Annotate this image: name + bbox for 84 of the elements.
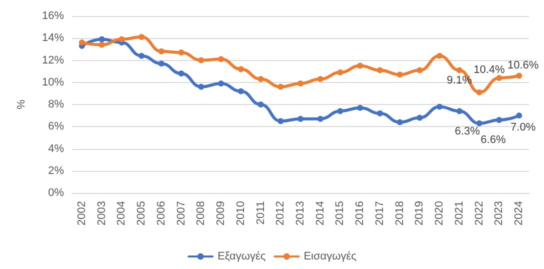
point <box>337 69 344 76</box>
point <box>138 52 145 59</box>
x-tick-label: 2003 <box>96 201 108 226</box>
point <box>238 66 244 72</box>
point <box>516 72 522 79</box>
point <box>317 76 324 82</box>
x-tick-label: 2005 <box>136 201 148 226</box>
y-tick-label: 6% <box>48 120 64 133</box>
point <box>178 50 184 56</box>
y-tick-label: 2% <box>48 164 64 177</box>
point <box>396 119 403 126</box>
point <box>357 62 364 69</box>
x-tick-label: 2016 <box>354 201 366 226</box>
x-tick-label: 2008 <box>195 201 208 226</box>
point <box>98 42 105 48</box>
point <box>376 110 383 116</box>
y-tick-label: 0% <box>48 187 64 199</box>
y-tick-label: 16% <box>42 10 64 22</box>
point <box>476 89 482 96</box>
point <box>218 56 224 62</box>
point <box>98 36 105 42</box>
y-tick-label: 10% <box>42 76 64 88</box>
x-tick-label: 2014 <box>314 201 326 226</box>
data-label: 6.3% <box>454 125 480 138</box>
x-tick-label: 2007 <box>175 201 188 226</box>
legend-label: Εισαγωγές <box>304 250 356 262</box>
point <box>516 112 522 119</box>
x-tick-label: 2010 <box>234 201 247 226</box>
point <box>496 74 502 81</box>
data-label: 6.6% <box>480 134 506 146</box>
y-tick-label: 8% <box>48 98 64 110</box>
point <box>376 67 383 74</box>
y-tick-label: 12% <box>42 54 64 66</box>
y-tick-label: 4% <box>48 142 64 155</box>
x-tick-label: 2017 <box>374 201 386 226</box>
point <box>258 76 264 82</box>
point <box>436 104 443 110</box>
x-tick-label: 2022 <box>473 201 486 226</box>
point <box>158 48 164 54</box>
point <box>456 67 462 74</box>
point <box>476 120 482 126</box>
data-label: 10.4% <box>474 64 506 76</box>
point <box>238 88 244 94</box>
point <box>78 40 85 46</box>
y-axis-title: % <box>16 99 28 110</box>
point <box>118 36 125 42</box>
point <box>317 116 324 122</box>
point <box>198 84 204 90</box>
point <box>456 108 462 114</box>
data-label: 7.0% <box>510 122 536 134</box>
point <box>396 72 403 78</box>
point <box>158 60 164 67</box>
point <box>178 70 184 77</box>
x-tick-label: 2018 <box>394 201 406 226</box>
x-tick-label: 2002 <box>76 201 88 226</box>
point <box>138 34 145 40</box>
point <box>298 116 304 122</box>
point <box>357 104 364 111</box>
x-tick-label: 2023 <box>493 201 506 226</box>
legend-label: Εξαγωγές <box>218 250 266 262</box>
point <box>496 116 502 123</box>
data-label: 10.6% <box>507 60 539 72</box>
point <box>416 67 423 74</box>
point <box>198 57 204 64</box>
x-tick-label: 2024 <box>513 201 526 226</box>
point <box>298 80 304 86</box>
point <box>278 84 284 90</box>
point <box>278 118 284 124</box>
x-tick-label: 2012 <box>274 201 287 226</box>
point <box>436 52 443 59</box>
x-tick-label: 2006 <box>155 201 168 226</box>
x-tick-label: 2004 <box>116 201 128 226</box>
y-tick-label: 14% <box>42 32 64 44</box>
point <box>218 80 224 86</box>
x-tick-label: 2021 <box>453 201 466 226</box>
x-tick-label: 2015 <box>334 201 346 226</box>
point <box>258 102 264 108</box>
x-tick-label: 2009 <box>215 201 228 226</box>
x-tick-label: 2019 <box>414 201 426 226</box>
point <box>337 108 344 114</box>
point <box>416 114 423 121</box>
x-tick-label: 2013 <box>294 201 306 226</box>
x-tick-label: 2020 <box>434 201 446 226</box>
x-tick-label: 2011 <box>254 201 267 225</box>
